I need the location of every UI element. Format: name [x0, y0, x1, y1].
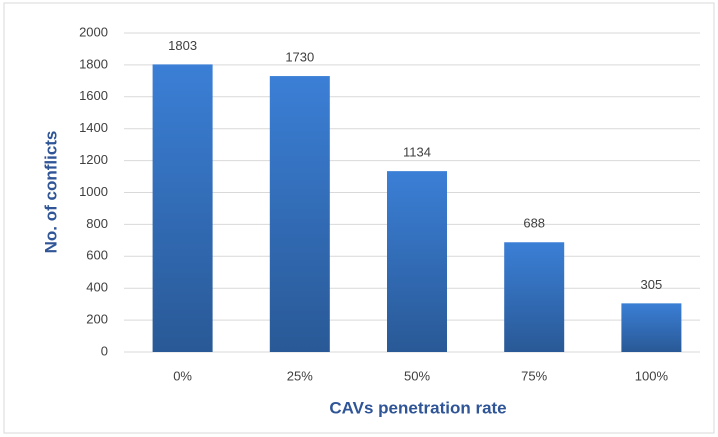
data-label: 1134	[403, 145, 431, 160]
y-tick-label: 1200	[79, 152, 108, 167]
bar	[387, 171, 447, 352]
x-tick-label: 25%	[287, 368, 313, 383]
y-tick-label: 1400	[79, 120, 108, 135]
data-label: 1803	[168, 38, 197, 53]
bar	[621, 303, 682, 352]
y-tick-label: 600	[86, 248, 108, 263]
x-tick-label: 0%	[173, 368, 192, 383]
y-tick-label: 200	[86, 312, 108, 327]
data-label: 305	[641, 277, 663, 292]
bar	[152, 64, 213, 352]
y-tick-label: 1600	[79, 88, 108, 103]
x-tick-label: 50%	[404, 368, 430, 383]
y-tick-label: 2000	[79, 24, 108, 39]
x-axis-title: CAVs penetration rate	[329, 398, 506, 417]
y-tick-label: 1000	[79, 184, 108, 199]
x-tick-label: 75%	[521, 368, 547, 383]
y-axis-title: No. of conflicts	[41, 131, 60, 254]
chart-border	[3, 2, 715, 434]
y-tick-label: 800	[86, 216, 108, 231]
y-tick-label: 0	[101, 343, 108, 358]
bar	[504, 242, 565, 352]
bar	[269, 76, 330, 352]
data-label: 1730	[285, 50, 314, 65]
y-tick-label: 400	[86, 280, 108, 295]
y-tick-label: 1800	[79, 56, 108, 71]
x-tick-label: 100%	[635, 368, 669, 383]
data-label: 688	[523, 216, 545, 231]
